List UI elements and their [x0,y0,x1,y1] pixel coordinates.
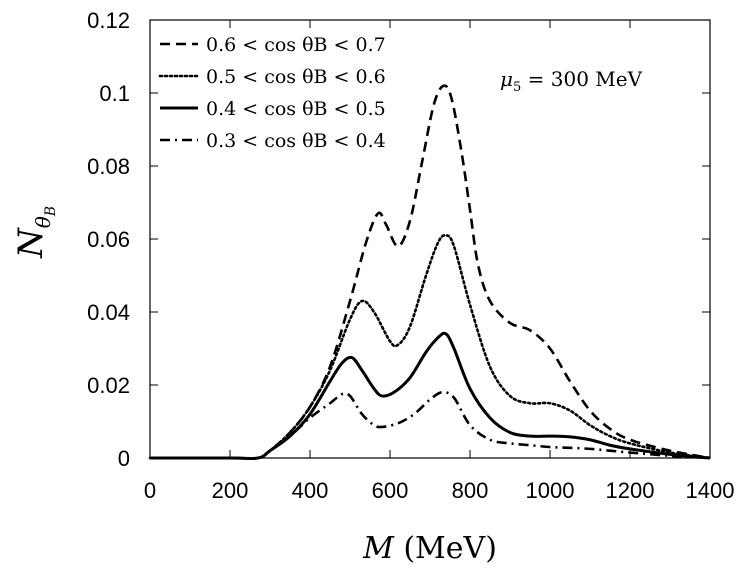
x-axis-label: M (MeV) [362,531,497,566]
y-tick-label: 0.02 [87,373,130,398]
x-tick-label: 800 [452,478,489,503]
x-tick-labels: 0 200 400 600 800 1000 1200 1400 [144,478,735,503]
legend-label-3: 0.4 < cos θB < 0.5 [206,98,386,120]
x-tick-label: 600 [372,478,409,503]
y-tick-labels: 0 0.02 0.04 0.06 0.08 0.1 0.12 [87,8,130,471]
y-tick-label: 0.06 [87,227,130,252]
legend: 0.6 < cos θB < 0.7 0.5 < cos θB < 0.6 0.4 … [158,34,386,152]
legend-label-1: 0.6 < cos θB < 0.7 [206,34,386,56]
series-layer [148,84,712,461]
x-tick-label: 1200 [606,478,655,503]
y-tick-label: 0.12 [87,8,130,33]
legend-label-4: 0.3 < cos θB < 0.4 [206,130,386,152]
x-tick-label: 200 [212,478,249,503]
y-tick-label: 0.04 [87,300,130,325]
x-tick-label: 400 [292,478,329,503]
y-tick-label: 0.1 [99,81,130,106]
annotation-mu5: μ5 = 300 MeV [500,67,643,95]
x-tick-label: 1000 [526,478,575,503]
y-tick-label: 0.08 [87,154,130,179]
x-tick-label: 0 [144,478,156,503]
series-line-4 [149,390,711,460]
y-axis-label: NθB [11,206,59,259]
plot-frame [149,19,711,459]
y-tick-label: 0 [118,446,130,471]
series-line-2 [148,233,712,460]
legend-label-2: 0.5 < cos θB < 0.6 [206,66,386,88]
x-tick-label: 1400 [686,478,735,503]
series-line-3 [149,331,711,461]
